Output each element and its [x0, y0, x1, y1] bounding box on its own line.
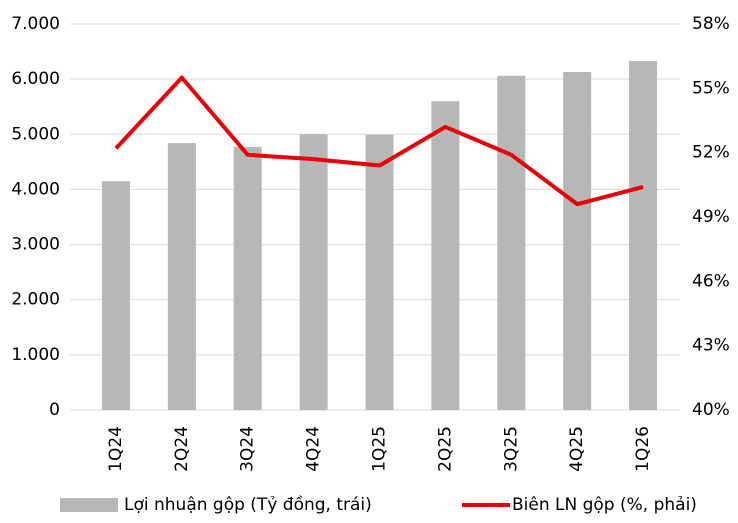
y2-tick-label: 49% [692, 207, 730, 227]
y-tick-label: 7.000 [11, 14, 60, 34]
legend-label: Lợi nhuận gộp (Tỷ đồng, trái) [124, 494, 372, 515]
bar [101, 181, 130, 410]
x-tick-label: 2Q24 [172, 426, 192, 472]
legend-label: Biên LN gộp (%, phải) [512, 495, 697, 515]
x-tick-label: 3Q24 [238, 426, 258, 472]
bar [299, 134, 328, 411]
y-tick-label: 1.000 [11, 345, 60, 365]
y2-tick-label: 40% [692, 400, 730, 420]
bar [497, 75, 526, 410]
x-tick-label: 4Q24 [304, 426, 324, 472]
y2-tick-label: 43% [692, 336, 730, 356]
y2-tick-label: 46% [692, 271, 730, 291]
x-tick-label: 1Q26 [633, 426, 653, 472]
bar [233, 146, 262, 410]
bar [563, 71, 592, 410]
y-tick-label: 0 [49, 400, 60, 420]
x-tick-label: 1Q24 [106, 426, 126, 472]
x-tick-label: 2Q25 [435, 426, 455, 472]
bar [431, 101, 460, 410]
legend-swatch [60, 498, 118, 512]
y-tick-label: 5.000 [11, 124, 60, 144]
y2-tick-label: 52% [692, 143, 730, 163]
bar [629, 60, 658, 411]
line [114, 75, 644, 207]
y2-tick-label: 58% [692, 14, 730, 34]
y-tick-label: 2.000 [11, 290, 60, 310]
bar [167, 143, 196, 410]
y-tick-label: 4.000 [11, 179, 60, 199]
bar [365, 134, 394, 410]
x-tick-label: 3Q25 [501, 426, 521, 472]
x-tick-label: 1Q25 [370, 426, 390, 472]
y2-tick-label: 55% [692, 78, 730, 98]
x-tick-label: 4Q25 [567, 426, 587, 472]
y-tick-label: 3.000 [11, 235, 60, 255]
y-tick-label: 6.000 [11, 69, 60, 89]
